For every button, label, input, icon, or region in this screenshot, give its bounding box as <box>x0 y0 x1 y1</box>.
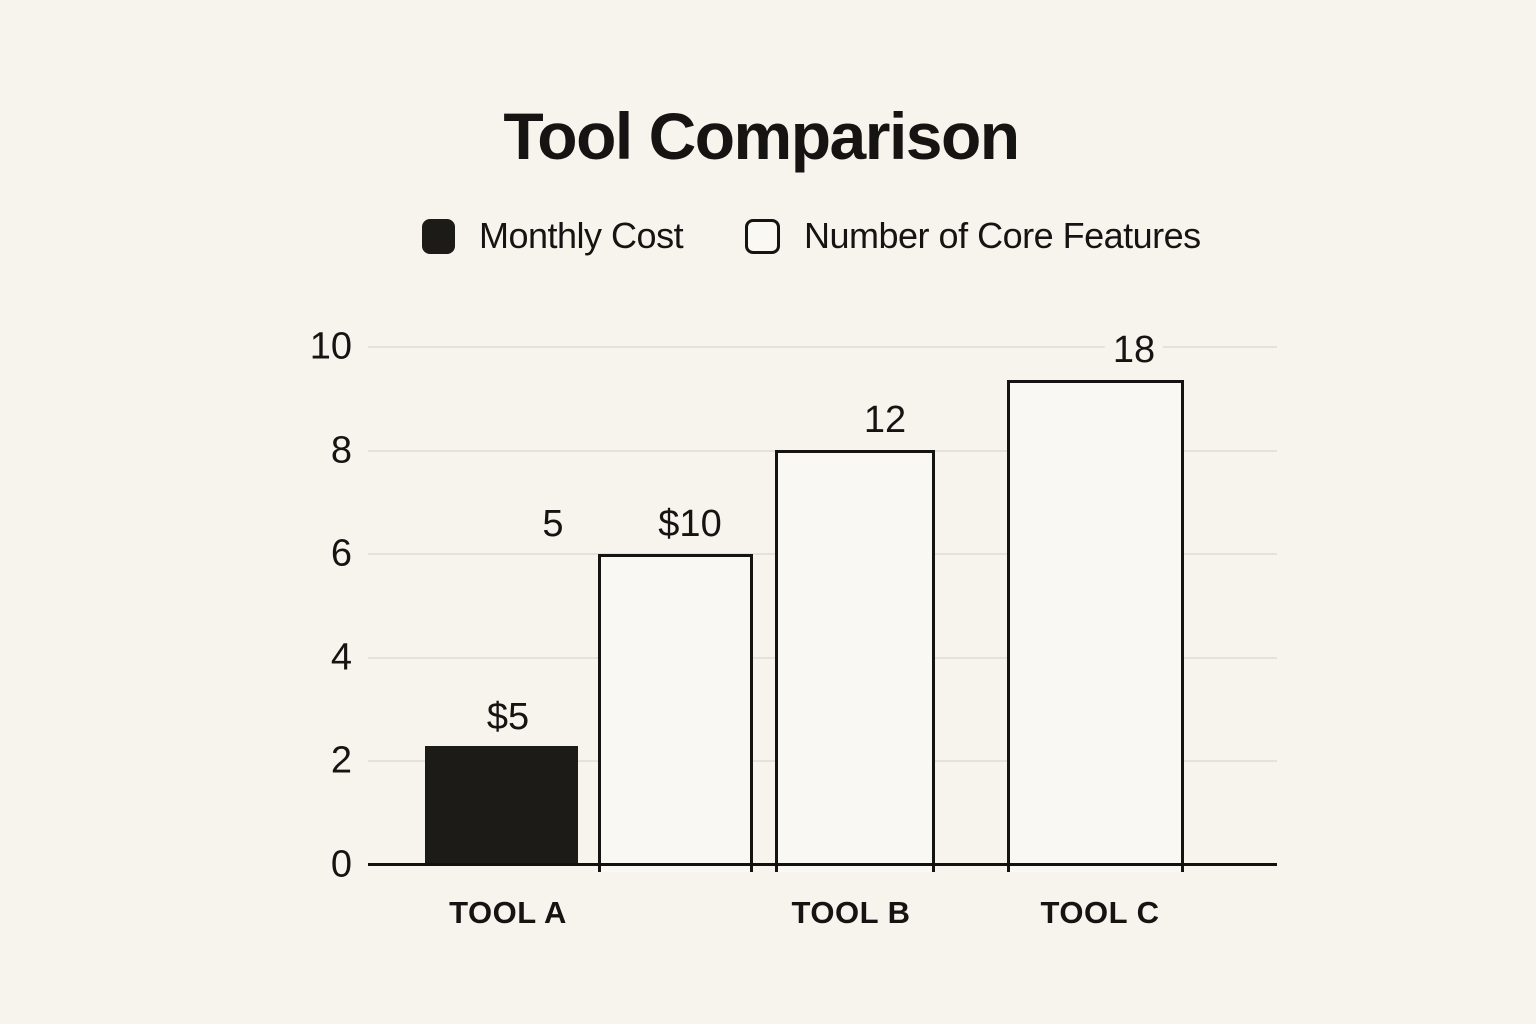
gridline-10 <box>368 346 1277 348</box>
bar-value-label-usd10: $10 <box>650 504 730 547</box>
plot-area: 0 2 4 6 8 10 $5 $10 12 18 5 TOOL A TOOL B TOOL C <box>310 300 1277 930</box>
bar-tool-a-monthly-cost <box>425 746 578 865</box>
x-axis-line <box>368 863 1277 866</box>
bar-tool-b-features <box>775 449 935 872</box>
bar-tool-b-monthly-cost <box>598 554 753 872</box>
x-category-label-tool-b: TOOL B <box>791 895 911 930</box>
y-tick-label-6: 6 <box>330 532 352 575</box>
y-tick-label-4: 4 <box>330 636 352 679</box>
y-tick-label-10: 10 <box>309 325 352 368</box>
bar-value-label-usd5: $5 <box>478 696 538 739</box>
y-tick-label-2: 2 <box>330 739 352 782</box>
y-tick-label-0: 0 <box>330 843 352 886</box>
bar-tool-c-features <box>1007 379 1184 872</box>
legend-label-monthly-cost: Monthly Cost <box>479 215 684 256</box>
chart-title: Tool Comparison <box>503 99 1020 173</box>
bar-value-label-18: 18 <box>1104 329 1164 372</box>
legend-item-monthly-cost: Monthly Cost <box>422 215 684 256</box>
legend-swatch-monthly-cost-icon <box>422 218 455 254</box>
legend-item-core-features: Number of Core Features <box>745 215 1201 256</box>
bar-value-label-5: 5 <box>534 504 572 547</box>
x-category-label-tool-a: TOOL A <box>449 895 567 930</box>
bar-value-label-12: 12 <box>855 399 915 442</box>
legend-label-core-features: Number of Core Features <box>804 215 1201 256</box>
x-category-label-tool-c: TOOL C <box>1040 895 1160 930</box>
y-tick-label-8: 8 <box>330 429 352 472</box>
legend-swatch-core-features-icon <box>745 218 780 254</box>
